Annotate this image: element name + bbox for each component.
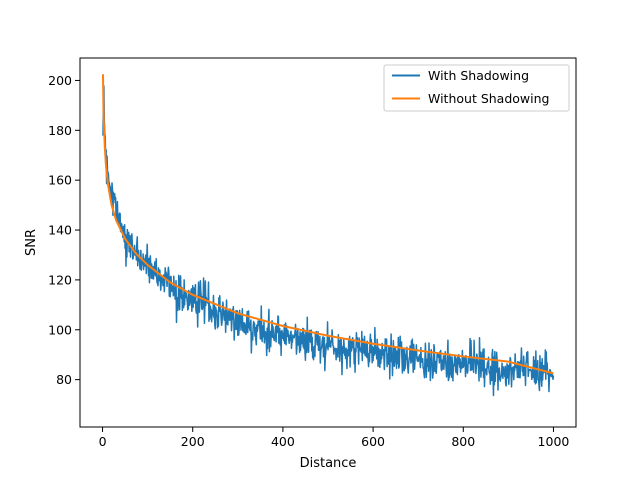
plot-frame (79, 57, 577, 428)
series-layer (102, 74, 555, 397)
x-tick-label: 400 (271, 434, 295, 449)
y-tick-label: 180 (48, 123, 72, 138)
legend-box (383, 64, 570, 112)
x-tick-label: 1000 (538, 434, 570, 449)
legend-label-without-shadowing: Without Shadowing (428, 91, 549, 106)
legend: With Shadowing Without Shadowing (383, 64, 570, 112)
series-line-with-shadowing (102, 85, 555, 397)
y-axis-label: SNR (24, 229, 39, 256)
legend-label-with-shadowing: With Shadowing (428, 68, 529, 83)
x-tick-label: 0 (99, 434, 107, 449)
x-axis-label: Distance (300, 456, 357, 471)
y-tick-label: 200 (48, 73, 72, 88)
series-line-without-shadowing (102, 74, 554, 375)
y-tick-label: 140 (48, 223, 72, 238)
x-tick-label: 800 (451, 434, 475, 449)
tick-layer: 0 200 400 600 800 1000 80 100 120 140 160 180 200 (48, 73, 569, 449)
y-tick-label: 160 (48, 173, 72, 188)
y-tick-label: 100 (48, 322, 72, 337)
y-tick-label: 120 (48, 272, 72, 287)
y-tick-label: 80 (56, 372, 72, 387)
x-tick-label: 200 (181, 434, 205, 449)
x-tick-label: 600 (361, 434, 385, 449)
